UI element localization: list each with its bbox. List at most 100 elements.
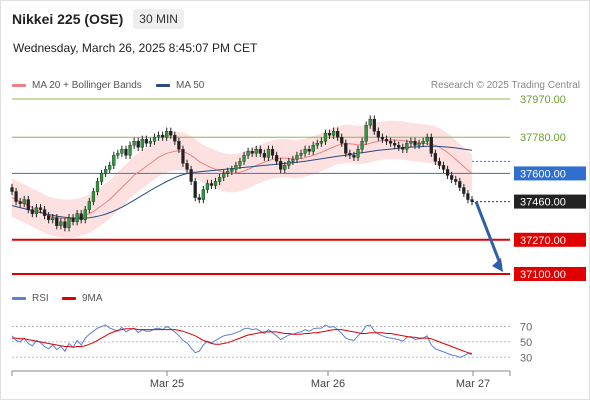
candle-body <box>291 159 295 162</box>
candle-body <box>445 169 450 176</box>
candle-body <box>437 161 442 166</box>
candle-body <box>128 145 132 156</box>
candle-body <box>303 149 307 154</box>
candle-body <box>307 149 311 152</box>
candle-body <box>104 169 108 174</box>
candle-body <box>331 130 336 136</box>
candle-body <box>18 201 22 204</box>
candle-body <box>336 130 340 138</box>
candle-body <box>376 130 380 138</box>
level-box-3 <box>514 194 586 209</box>
level-label-2: 37600.00 <box>520 168 566 180</box>
candle-body <box>42 209 47 216</box>
candle-body <box>108 165 112 170</box>
forecast-arrowhead <box>492 257 503 272</box>
candle-body <box>462 187 466 194</box>
candle-body <box>283 165 287 170</box>
chart-header: Nikkei 225 (OSE) 30 MIN <box>12 9 184 29</box>
forecast-arrow <box>474 201 503 267</box>
legend-label-ma50: MA 50 <box>176 80 205 91</box>
candle-body <box>185 163 189 170</box>
rsi-ma-line <box>12 328 473 354</box>
candle-body <box>356 149 360 158</box>
candle-body <box>360 141 364 150</box>
candle-body <box>295 155 299 160</box>
rsi-tick-label-1: 50 <box>520 337 532 349</box>
candle-body <box>242 155 246 162</box>
candle-body <box>71 217 75 222</box>
ma20-line <box>11 139 473 220</box>
candle-body <box>124 149 128 156</box>
candle-body <box>254 149 258 154</box>
level-box-5 <box>514 266 586 281</box>
candle-body <box>287 161 291 166</box>
candle-body <box>95 181 100 192</box>
x-tick-label-2: Mar 27 <box>456 378 490 390</box>
candle-body <box>26 199 30 210</box>
candle-body <box>59 221 63 226</box>
candle-body <box>397 145 401 148</box>
candle-body <box>274 155 279 162</box>
x-tick-label-1: Mar 26 <box>311 378 345 390</box>
candle-body <box>393 143 397 146</box>
candle-body <box>55 217 59 226</box>
candle-body <box>87 201 91 210</box>
rsi-line <box>11 324 473 358</box>
candle-body <box>30 209 34 214</box>
x-tick-label-0: Mar 25 <box>150 378 184 390</box>
candle-body <box>421 141 425 144</box>
rsi-swatch <box>12 297 26 300</box>
candle-body <box>364 124 368 142</box>
candle-body <box>38 207 43 210</box>
candle-body <box>201 189 205 200</box>
candle-body <box>132 141 136 146</box>
candle-body <box>79 213 83 220</box>
timestamp: Wednesday, March 26, 2025 8:45:07 PM CET <box>13 41 258 55</box>
candle-body <box>67 217 71 228</box>
instrument-title: Nikkei 225 (OSE) <box>12 11 124 27</box>
candle-body <box>34 207 39 214</box>
candle-body <box>299 153 303 156</box>
candle-body <box>169 130 173 136</box>
candle-body <box>409 141 413 144</box>
candle-body <box>348 153 352 156</box>
level-label-0: 37970.00 <box>520 94 566 106</box>
candle-body <box>441 165 446 170</box>
level-box-2 <box>514 166 586 181</box>
candle-body <box>417 143 421 146</box>
ma50-swatch <box>156 84 170 87</box>
candle-body <box>372 118 376 132</box>
candle-body <box>425 137 429 142</box>
candle-body <box>238 161 242 166</box>
candle-body <box>165 130 169 138</box>
candle-body <box>319 141 324 144</box>
candle-body <box>327 133 332 136</box>
candle-body <box>148 141 153 144</box>
candle-body <box>315 143 319 146</box>
candle-body <box>270 149 275 156</box>
candle-body <box>405 143 409 150</box>
legend-label-rsi: RSI <box>32 293 49 304</box>
candle-body <box>173 135 177 142</box>
rsi-tick-label-2: 30 <box>520 352 532 364</box>
interval-badge[interactable]: 30 MIN <box>133 9 184 29</box>
candle-body <box>205 183 210 190</box>
candle-body <box>384 139 389 142</box>
candle-body <box>352 155 356 158</box>
candle-body <box>51 217 55 220</box>
candle-body <box>10 187 14 192</box>
candle-body <box>250 151 254 154</box>
candle-body <box>63 221 67 228</box>
candle-body <box>91 191 96 202</box>
candle-body <box>466 193 470 200</box>
candle-body <box>217 177 222 182</box>
candle-body <box>14 191 18 202</box>
level-label-3: 37460.00 <box>520 197 566 209</box>
legend-label-ma20: MA 20 + Bollinger Bands <box>32 80 142 91</box>
rsi-tick-label-0: 70 <box>520 322 532 334</box>
candle-body <box>22 199 26 204</box>
candle-body <box>262 153 267 158</box>
level-label-5: 37100.00 <box>520 269 566 281</box>
candle-body <box>152 137 157 142</box>
